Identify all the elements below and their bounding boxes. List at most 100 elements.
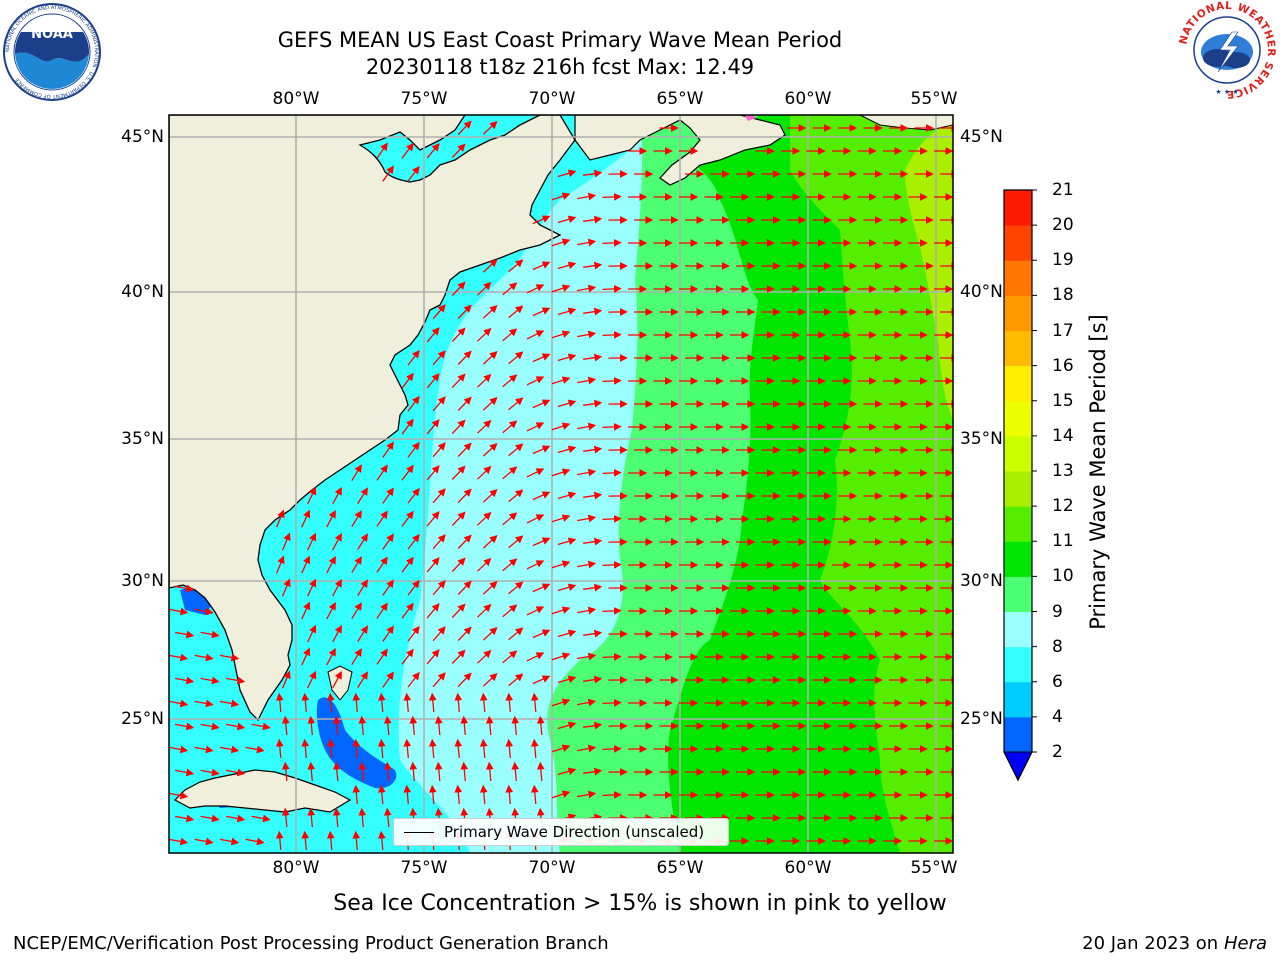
colorbar-tick-label: 16 [1052,355,1074,376]
wave-arrow [352,692,361,713]
wave-arrow [200,722,220,731]
wave-arrow [301,738,310,759]
wave-arrow [174,814,195,823]
wave-arrow [352,830,361,851]
wave-arrow [482,351,498,365]
wave-arrow [576,698,597,707]
wave-arrow [532,261,551,271]
wave-arrow [382,487,394,504]
wave-arrow [551,744,571,753]
wave-arrow [451,327,466,342]
wave-arrow [477,419,492,434]
wave-arrow [505,692,514,713]
wave-arrow [602,560,622,569]
wave-arrow [602,238,622,247]
wave-arrow [602,698,622,707]
colorbar-segment [1004,576,1032,612]
wave-arrow [301,647,311,666]
wave-arrow [225,722,246,731]
wave-arrow [200,630,220,639]
wave-arrow [505,784,514,805]
wave-arrow [502,374,518,388]
wave-arrow [332,532,342,551]
wave-arrow [432,442,446,458]
colorbar-segment [1004,716,1032,753]
lon-label-bottom: 55°W [910,858,958,878]
wave-arrow [557,629,577,638]
wave-arrow [401,142,414,159]
wave-arrow [225,768,246,777]
land-cuba [174,769,352,813]
wave-arrow [351,602,362,620]
wave-arrow [557,169,577,178]
wave-arrow [557,537,577,546]
wave-arrow [602,790,622,799]
wave-arrow [508,581,524,595]
lat-label-left: 35°N [121,429,164,449]
wave-arrow [583,353,603,362]
wave-arrow [428,692,437,713]
wave-arrow [352,784,361,805]
wave-arrow [451,419,466,434]
wave-arrow [351,556,362,574]
lat-label-right: 30°N [960,571,1003,591]
wave-arrow [482,581,498,595]
period-band-12-13 [905,120,953,420]
footer-date: 20 Jan 2023 on [1082,933,1219,954]
wave-arrow [409,761,418,782]
colorbar [1003,189,1037,782]
wave-arrow [576,606,597,615]
wave-arrow [409,715,418,736]
colorbar-tick-label: 6 [1052,671,1063,692]
wave-arrow [432,672,446,688]
wave-arrow [602,468,622,477]
wave-direction-arrows [169,120,953,851]
wave-arrow [451,373,466,388]
land-bahamas [327,665,353,701]
colorbar-segment [1004,190,1032,226]
wave-arrow [482,535,498,549]
lat-label-left: 45°N [121,127,164,147]
wave-arrow [376,602,388,619]
wave-arrow [326,601,336,620]
wave-arrow [477,557,492,572]
wave-arrow [551,422,571,431]
colorbar-extend-min [1003,751,1033,782]
wave-arrow [477,281,492,296]
wave-arrow [307,715,316,736]
wave-arrow [482,121,498,135]
wave-arrow [457,304,472,319]
wave-arrow [532,491,551,501]
wave-arrow [457,442,472,457]
wave-arrow [602,330,622,339]
wave-arrow [219,699,240,708]
wave-arrow [301,601,311,620]
wave-arrow [426,419,440,435]
colorbar-tick-label: 17 [1052,320,1074,341]
wave-arrow [451,557,466,572]
wave-arrow [332,670,342,689]
footer-credit: NCEP/EMC/Verification Post Processing Pr… [13,933,609,954]
wave-arrow [526,330,545,340]
wave-arrow [451,649,466,664]
wave-arrow [482,673,498,687]
wave-arrow [332,715,341,736]
wave-arrow [508,305,524,319]
wave-arrow [219,745,240,754]
wave-arrow [407,395,420,412]
wave-arrow [576,652,597,661]
wave-arrow [169,653,189,662]
nws-logo: NATIONAL WEATHER SERVICE ★ ★ ★ [1176,0,1278,100]
wave-arrow [307,532,317,551]
wave-arrow [557,583,577,592]
wave-arrow [485,715,494,736]
wave-arrow [169,607,189,616]
wave-arrow [307,578,317,597]
footer-timestamp: 20 Jan 2023 on Hera [1082,933,1267,955]
wave-arrow [576,192,597,201]
wave-arrow [505,738,514,759]
wave-arrow [357,487,368,504]
wave-arrow [377,692,386,713]
colorbar-segment [1004,435,1032,472]
wave-arrow [382,441,394,458]
